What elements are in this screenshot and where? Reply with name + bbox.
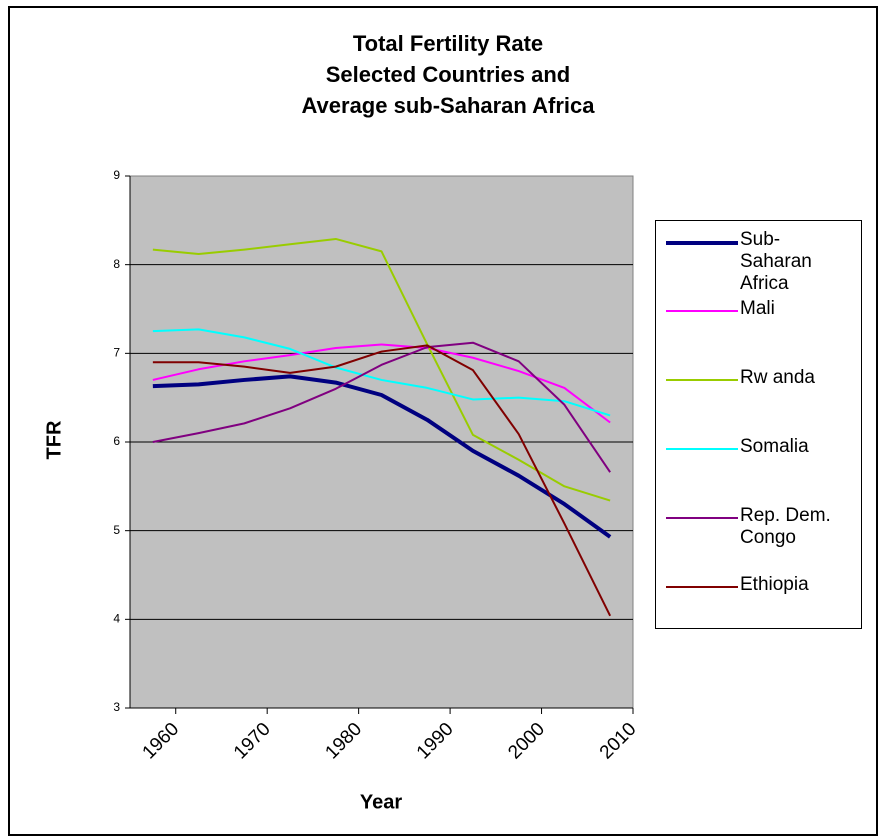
series-line <box>152 344 612 617</box>
legend-entry: Mali <box>656 298 861 367</box>
series-line <box>152 328 611 417</box>
legend-label: Rep. Dem. Congo <box>740 505 831 548</box>
legend-swatch <box>666 448 738 450</box>
x-tick-label: 2000 <box>504 719 549 764</box>
y-tick-label: 5 <box>113 523 120 537</box>
legend-label: Ethiopia <box>740 574 809 595</box>
chart-title: Total Fertility Rate Selected Countries a… <box>301 31 595 118</box>
legend-swatch <box>666 241 738 245</box>
legend-swatch <box>666 586 738 588</box>
legend-entry: Rep. Dem. Congo <box>656 505 861 574</box>
y-tick-label: 8 <box>113 257 120 271</box>
legend-label: Somalia <box>740 436 809 457</box>
legend: Sub-Saharan Africa Mali Rw anda Somalia Rep.… <box>655 220 862 629</box>
x-tick-label: 1980 <box>321 719 366 764</box>
series-line <box>152 341 611 473</box>
y-tick-label: 6 <box>113 434 120 448</box>
legend-label: Sub-Saharan Africa <box>740 229 812 294</box>
legend-swatch <box>666 379 738 381</box>
x-axis-label: Year <box>360 791 402 813</box>
x-tick-label: 2010 <box>596 719 641 764</box>
legend-entry: Rw anda <box>656 367 861 436</box>
legend-entry: Somalia <box>656 436 861 505</box>
series-line <box>152 374 612 539</box>
x-tick-label: 1990 <box>413 719 458 764</box>
y-tick-label: 4 <box>113 612 120 626</box>
legend-swatch <box>666 517 738 519</box>
legend-label: Rw anda <box>740 367 815 388</box>
y-tick-label: 3 <box>113 700 120 714</box>
y-axis-label: TFR <box>43 420 65 459</box>
legend-swatch <box>666 310 738 312</box>
title-line: Total Fertility Rate <box>353 31 543 56</box>
y-tick-label: 7 <box>113 346 120 360</box>
legend-entry: Sub-Saharan Africa <box>656 229 861 298</box>
x-tick-label: 1970 <box>230 719 275 764</box>
legend-entry: Ethiopia <box>656 574 861 643</box>
title-line: Average sub-Saharan Africa <box>301 93 595 118</box>
y-tick-label: 9 <box>113 168 120 182</box>
x-tick-label: 1960 <box>139 719 184 764</box>
series-line <box>152 237 611 502</box>
legend-label: Mali <box>740 298 775 319</box>
title-line: Selected Countries and <box>326 62 571 87</box>
